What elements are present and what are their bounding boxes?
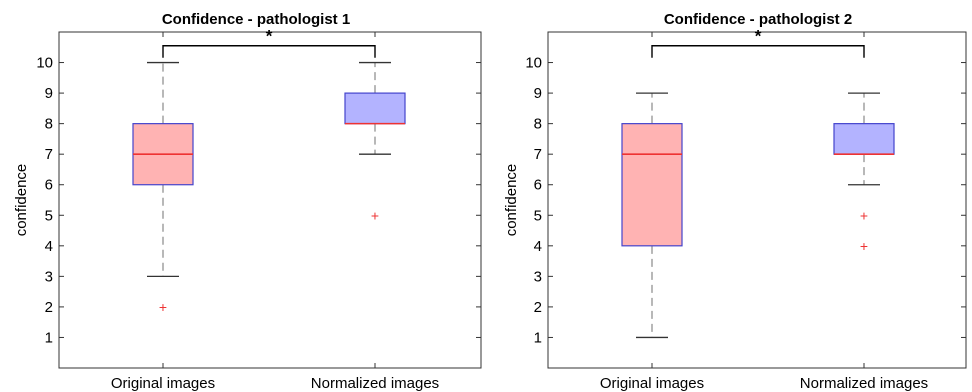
y-tick-label: 8 xyxy=(534,116,542,133)
y-axis-label: confidence xyxy=(13,164,30,237)
box xyxy=(344,92,406,125)
y-tick-label: 8 xyxy=(45,116,53,133)
y-axis-label: confidence xyxy=(503,164,520,237)
x-tick-label: Original images xyxy=(600,375,704,392)
significance-bracket xyxy=(162,45,376,58)
y-tick-label: 7 xyxy=(534,146,542,163)
plot-area xyxy=(547,31,967,369)
y-tick-label: 10 xyxy=(525,55,542,72)
x-tick-label: Normalized images xyxy=(311,375,439,392)
plot-area xyxy=(58,31,482,369)
y-tick-label: 3 xyxy=(534,268,542,285)
significance-label: * xyxy=(755,27,762,46)
significance-bracket xyxy=(651,45,865,58)
y-tick-label: 10 xyxy=(36,55,53,72)
x-tick-label: Original images xyxy=(111,375,215,392)
outlier-marker: + xyxy=(159,299,167,315)
significance-label: * xyxy=(266,27,273,46)
chart-panel-2: Confidence - pathologist 2 confidence 1 2… xyxy=(503,11,967,392)
y-tick-label: 4 xyxy=(534,238,542,255)
chart-panel-1: Confidence - pathologist 1 confidence 1 2… xyxy=(13,11,482,392)
box xyxy=(621,123,683,247)
y-tick-label: 5 xyxy=(45,207,53,224)
y-tick-label: 1 xyxy=(534,329,542,346)
x-tick-label: Normalized images xyxy=(800,375,928,392)
y-tick-label: 7 xyxy=(45,146,53,163)
y-tick-label: 6 xyxy=(45,177,53,194)
box xyxy=(833,123,895,155)
y-tick-label: 2 xyxy=(45,299,53,316)
chart-title: Confidence - pathologist 2 xyxy=(664,11,852,28)
outlier-marker: + xyxy=(860,207,868,223)
y-tick-label: 4 xyxy=(45,238,53,255)
y-tick-label: 5 xyxy=(534,207,542,224)
y-tick-label: 3 xyxy=(45,268,53,285)
y-tick-label: 9 xyxy=(534,85,542,102)
y-tick-label: 6 xyxy=(534,177,542,194)
outlier-marker: + xyxy=(371,207,379,223)
y-tick-label: 2 xyxy=(534,299,542,316)
y-tick-label: 1 xyxy=(45,329,53,346)
y-tick-label: 9 xyxy=(45,85,53,102)
chart-title: Confidence - pathologist 1 xyxy=(162,11,350,28)
outlier-marker: + xyxy=(860,238,868,254)
